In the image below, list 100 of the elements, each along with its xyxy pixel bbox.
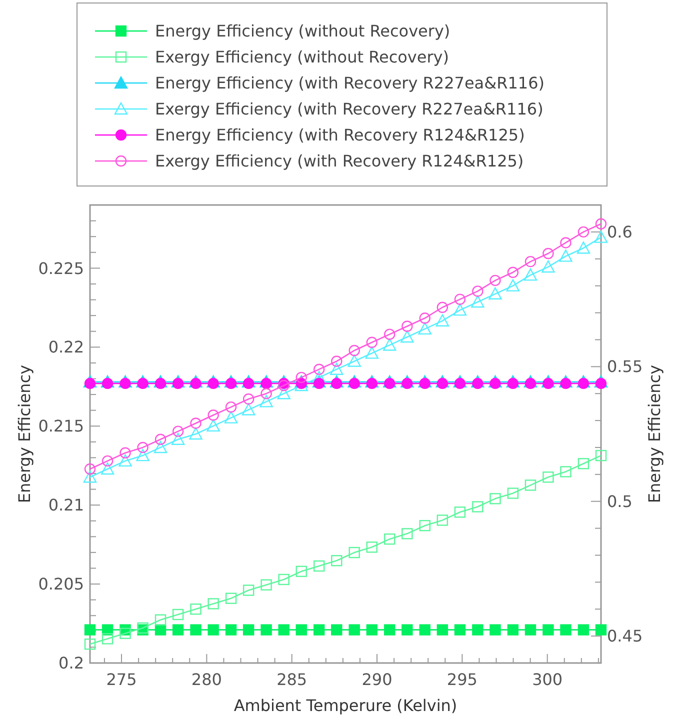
point	[260, 579, 272, 590]
point	[419, 312, 430, 324]
point	[171, 432, 185, 445]
point	[242, 403, 256, 416]
point	[348, 354, 361, 367]
point	[490, 274, 501, 286]
point	[436, 302, 448, 313]
y-tick-label: 0.205	[38, 574, 84, 594]
point	[507, 488, 519, 499]
point	[312, 370, 326, 384]
point	[348, 344, 360, 356]
point	[120, 447, 131, 458]
point	[190, 604, 202, 615]
point	[578, 458, 590, 470]
x-tick-label: 295	[446, 670, 478, 689]
point	[208, 410, 219, 421]
point	[331, 555, 342, 566]
point	[365, 346, 378, 359]
point	[524, 268, 538, 281]
point	[190, 418, 202, 429]
point	[154, 440, 168, 454]
point	[206, 419, 220, 432]
point	[418, 322, 432, 335]
point	[224, 411, 238, 424]
point	[296, 372, 307, 384]
y-axis-title: Energy Efficiency	[15, 364, 34, 504]
point	[260, 395, 273, 408]
point	[402, 320, 413, 332]
point	[454, 506, 466, 518]
legend-label: Energy Efficiency (without Recovery)	[155, 22, 450, 41]
point	[453, 303, 467, 316]
point	[507, 266, 519, 278]
x-tick-label: 300	[532, 670, 563, 689]
point	[242, 393, 254, 405]
point	[172, 426, 184, 437]
y2-tick-label: 0.5	[607, 492, 632, 511]
legend-label: Exergy Efficiency (with Recovery R227ea&R116)	[155, 100, 544, 119]
y2-tick-label: 0.6	[607, 222, 632, 242]
point	[314, 364, 325, 375]
point	[436, 314, 450, 326]
point	[595, 450, 607, 462]
point	[102, 633, 114, 644]
y-tick-label: 0.215	[38, 416, 84, 436]
point	[472, 286, 484, 297]
legend-label: Energy Efficiency (with Recovery R124&R125)	[155, 126, 525, 145]
point	[454, 294, 466, 305]
point	[595, 218, 607, 230]
x-tick-label: 275	[106, 670, 137, 689]
point	[560, 237, 572, 248]
point	[100, 462, 114, 475]
point	[208, 598, 219, 610]
y-tick-label: 0.2	[58, 654, 84, 673]
legend-label: Exergy Efficiency (with Recovery R124&R125)	[155, 152, 524, 171]
point	[348, 546, 360, 558]
point	[383, 338, 396, 351]
point	[314, 560, 325, 572]
point	[330, 362, 344, 375]
point	[278, 574, 290, 586]
point	[154, 614, 166, 626]
x-axis-title: Ambient Temperure (Kelvin)	[234, 696, 458, 715]
point	[559, 250, 572, 262]
point	[384, 328, 396, 340]
point	[542, 260, 555, 273]
point	[84, 638, 96, 650]
point	[366, 336, 378, 348]
point	[102, 455, 114, 467]
point	[296, 566, 307, 577]
point	[578, 226, 590, 238]
point	[277, 386, 290, 400]
y2-axis-title: Energy Efficiency	[645, 364, 664, 504]
point	[594, 230, 608, 243]
point	[384, 533, 396, 545]
point	[137, 442, 148, 454]
point	[118, 454, 132, 467]
point	[524, 480, 536, 491]
legend-label: Energy Efficiency (with Recovery R227ea&R116)	[155, 74, 544, 93]
y2-tick-label: 0.55	[607, 357, 643, 376]
point	[402, 528, 413, 540]
point	[542, 472, 554, 483]
point	[472, 501, 484, 512]
point	[154, 434, 166, 445]
point	[366, 542, 378, 553]
y-tick-label: 0.21	[48, 496, 84, 515]
x-tick-label: 290	[362, 670, 392, 689]
point	[225, 592, 237, 604]
point	[436, 514, 448, 526]
point	[84, 463, 96, 475]
point	[490, 493, 501, 504]
y2-tick-label: 0.45	[607, 626, 643, 646]
point	[120, 628, 131, 639]
point	[506, 279, 520, 292]
point	[260, 388, 272, 400]
point	[400, 330, 414, 343]
point	[471, 295, 484, 308]
point	[136, 448, 150, 462]
point	[83, 470, 97, 483]
point	[488, 287, 502, 300]
y-tick-label: 0.225	[38, 258, 84, 278]
legend-label: Exergy Efficiency (without Recovery)	[155, 48, 449, 67]
point	[172, 608, 184, 620]
